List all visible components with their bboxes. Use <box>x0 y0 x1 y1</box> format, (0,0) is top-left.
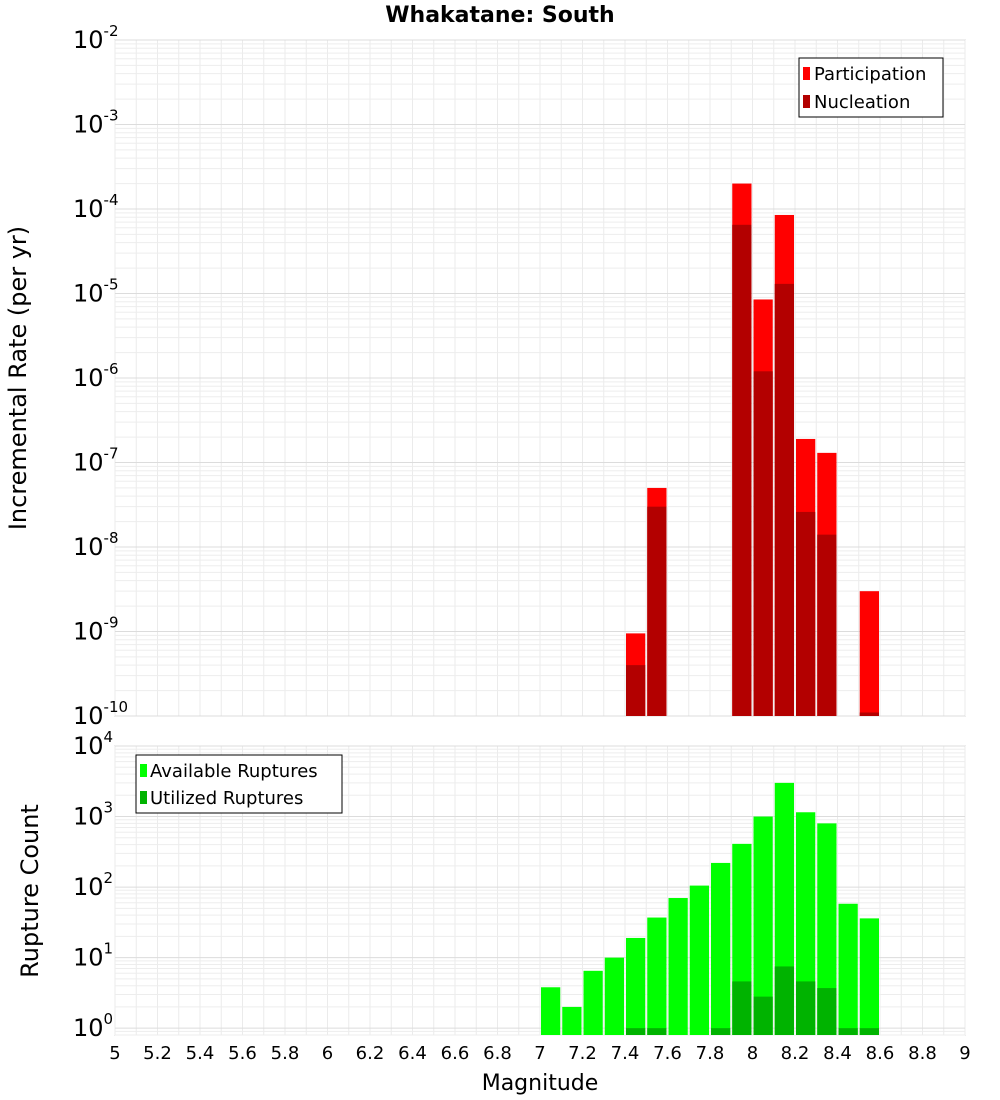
x-tick-label: 5.4 <box>186 1043 215 1064</box>
rate-bar-nucleation <box>774 283 794 716</box>
count-y-tick-label: 102 <box>73 869 113 901</box>
count-y-tick-label: 103 <box>73 799 113 831</box>
count-bar-utilized-ruptures <box>817 988 837 1035</box>
rate-panel: 10-2 10-3 10-4 10-5 10-6 10-7 10-8 10-9 10-10 In… <box>4 22 966 730</box>
legend-label-available: Available Ruptures <box>150 761 318 782</box>
rate-y-tick-label: 10-5 <box>73 276 119 308</box>
x-tick-label: 8.4 <box>823 1043 852 1064</box>
rate-y-tick-label: 10-3 <box>73 107 119 139</box>
x-tick-label: 8.6 <box>866 1043 895 1064</box>
x-tick-label: 7.8 <box>696 1043 725 1064</box>
legend-label-nucleation: Nucleation <box>814 92 910 113</box>
rate-bar-nucleation <box>647 506 667 716</box>
count-bar-available-ruptures <box>838 903 858 1035</box>
x-tick-label: 5.6 <box>228 1043 257 1064</box>
count-bar-utilized-ruptures <box>796 981 816 1035</box>
x-tick-label: 5.8 <box>271 1043 300 1064</box>
x-tick-label: 7.6 <box>653 1043 682 1064</box>
rate-bar-nucleation <box>817 534 837 716</box>
chart-title: Whakatane: South <box>385 3 614 28</box>
count-bar-available-ruptures <box>668 898 688 1035</box>
count-bars <box>541 782 879 1035</box>
x-axis-label: Magnitude <box>482 1071 599 1096</box>
count-x-ticks: 5 5.2 5.4 5.6 5.8 6 6.2 6.4 6.6 6.8 7 7.2 7.4 7.6 7.8 8… <box>109 1043 970 1064</box>
count-bar-utilized-ruptures <box>711 1028 731 1035</box>
rate-bar-nucleation <box>626 665 646 716</box>
count-y-tick-label: 100 <box>73 1010 113 1042</box>
x-tick-label: 9 <box>959 1043 970 1064</box>
count-y-tick-label: 104 <box>73 728 113 760</box>
rate-y-ticks: 10-2 10-3 10-4 10-5 10-6 10-7 10-8 10-9 10-10 <box>73 22 128 730</box>
rate-y-tick-label: 10-4 <box>73 191 119 223</box>
x-tick-label: 6.2 <box>356 1043 385 1064</box>
count-bar-utilized-ruptures <box>626 1028 646 1035</box>
rate-bar-nucleation <box>753 371 773 716</box>
x-tick-label: 6.8 <box>483 1043 512 1064</box>
rate-bar-nucleation <box>859 712 879 716</box>
count-bar-available-ruptures <box>583 970 603 1035</box>
count-bar-available-ruptures <box>604 957 624 1035</box>
x-tick-label: 7.2 <box>568 1043 597 1064</box>
legend-label-participation: Participation <box>814 64 926 85</box>
legend-label-utilized: Utilized Ruptures <box>150 788 303 809</box>
rate-bar-nucleation <box>732 224 752 716</box>
count-bar-available-ruptures <box>859 918 879 1035</box>
count-legend: Available Ruptures Utilized Ruptures <box>135 754 343 814</box>
legend-swatch-available <box>140 764 147 777</box>
count-bar-available-ruptures <box>562 1006 582 1035</box>
rate-y-tick-label: 10-7 <box>73 445 119 477</box>
count-bar-utilized-ruptures <box>732 981 752 1035</box>
count-bar-utilized-ruptures <box>838 1028 858 1035</box>
count-y-axis-label: Rupture Count <box>16 804 44 978</box>
legend-swatch-participation <box>803 67 810 80</box>
rate-y-tick-label: 10-9 <box>73 614 119 646</box>
rate-bars <box>626 183 879 716</box>
x-tick-label: 6.4 <box>398 1043 427 1064</box>
count-y-tick-label: 101 <box>73 940 113 972</box>
count-bar-available-ruptures <box>817 823 837 1035</box>
rate-y-tick-label: 10-10 <box>73 698 128 730</box>
x-tick-label: 7 <box>534 1043 545 1064</box>
count-panel: 104 103 102 101 100 5 5.2 5.4 5.6 5.8 6 6.2 6.4 6.6 6… <box>16 728 971 1096</box>
x-tick-label: 7.4 <box>611 1043 640 1064</box>
rate-y-axis-label: Incremental Rate (per yr) <box>4 226 32 530</box>
rate-legend-box <box>798 57 944 118</box>
count-legend-box <box>135 754 343 814</box>
count-bar-available-ruptures <box>711 862 731 1035</box>
count-bar-available-ruptures <box>626 937 646 1035</box>
legend-swatch-utilized <box>140 791 147 804</box>
count-y-ticks: 104 103 102 101 100 <box>73 728 113 1042</box>
rate-gridlines <box>114 39 966 717</box>
x-tick-label: 6 <box>322 1043 333 1064</box>
count-bar-available-ruptures <box>796 812 816 1035</box>
x-tick-label: 6.6 <box>441 1043 470 1064</box>
rate-y-tick-label: 10-2 <box>73 22 119 54</box>
count-bar-available-ruptures <box>541 987 561 1035</box>
rate-y-tick-label: 10-8 <box>73 529 119 561</box>
count-bar-utilized-ruptures <box>647 1028 667 1035</box>
count-bar-utilized-ruptures <box>753 996 773 1035</box>
x-tick-label: 8.8 <box>908 1043 937 1064</box>
count-bar-utilized-ruptures <box>859 1028 879 1035</box>
x-tick-label: 5.2 <box>143 1043 172 1064</box>
count-bar-utilized-ruptures <box>774 966 794 1035</box>
count-bar-available-ruptures <box>753 816 773 1035</box>
rate-y-tick-label: 10-6 <box>73 360 119 392</box>
count-bar-available-ruptures <box>689 885 709 1035</box>
rate-bar-nucleation <box>796 511 816 716</box>
x-tick-label: 8 <box>747 1043 758 1064</box>
rate-bar-participation <box>859 591 879 716</box>
count-bar-available-ruptures <box>647 917 667 1035</box>
rate-legend: Participation Nucleation <box>798 57 944 118</box>
x-tick-label: 8.2 <box>781 1043 810 1064</box>
legend-swatch-nucleation <box>803 95 810 108</box>
x-tick-label: 5 <box>109 1043 120 1064</box>
